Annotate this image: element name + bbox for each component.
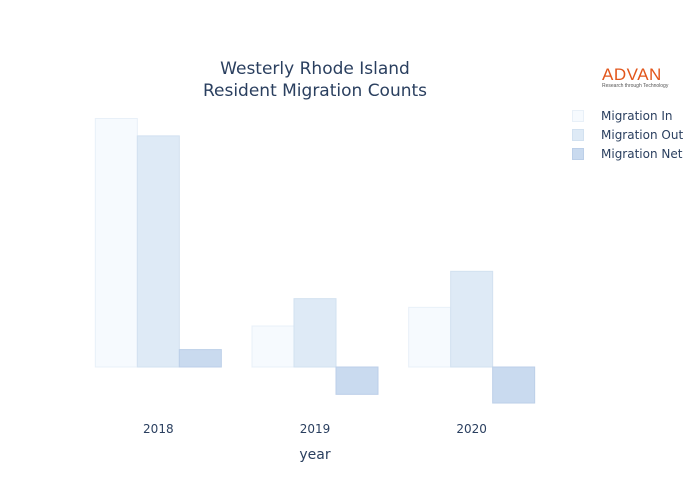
bar-migration-in-2018: [94, 117, 138, 368]
legend-swatch: [572, 128, 584, 141]
legend-label: Migration In: [601, 108, 673, 123]
legend-item-migration-net[interactable]: Migration Net: [572, 144, 683, 163]
bar-migration-out-2018: [136, 135, 180, 368]
bar-migration-out-2019: [293, 298, 337, 368]
chart-title-line-1: Westerly Rhode Island: [220, 59, 410, 79]
bar-migration-in-2019: [251, 325, 295, 368]
chart-title-line-2: Resident Migration Counts: [202, 81, 428, 101]
x-tick-label: 2019: [300, 422, 331, 436]
legend-label: Migration Net: [601, 146, 683, 161]
bar-migration-net-2018: [178, 349, 222, 368]
legend-label: Migration Out: [601, 127, 684, 142]
chart-legend: Migration In Migration Out Migration Net: [572, 106, 683, 163]
legend-swatch: [572, 109, 584, 122]
bar-migration-out-2020: [450, 270, 494, 368]
legend-item-migration-out[interactable]: Migration Out: [572, 125, 683, 144]
advan-logo: ADVAN Research through Technology: [602, 66, 674, 89]
logo-wordmark: ADVAN: [602, 65, 662, 84]
legend-swatch: [572, 147, 584, 160]
bar-migration-net-2019: [335, 366, 379, 395]
bar-migration-net-2020: [492, 366, 536, 404]
logo-tagline: Research through Technology: [602, 83, 669, 89]
x-tick-label: 2018: [143, 422, 174, 436]
x-axis-label: year: [299, 447, 331, 463]
bar-migration-in-2020: [408, 306, 452, 368]
x-tick-label: 2020: [456, 422, 487, 436]
legend-item-migration-in[interactable]: Migration In: [572, 106, 683, 125]
